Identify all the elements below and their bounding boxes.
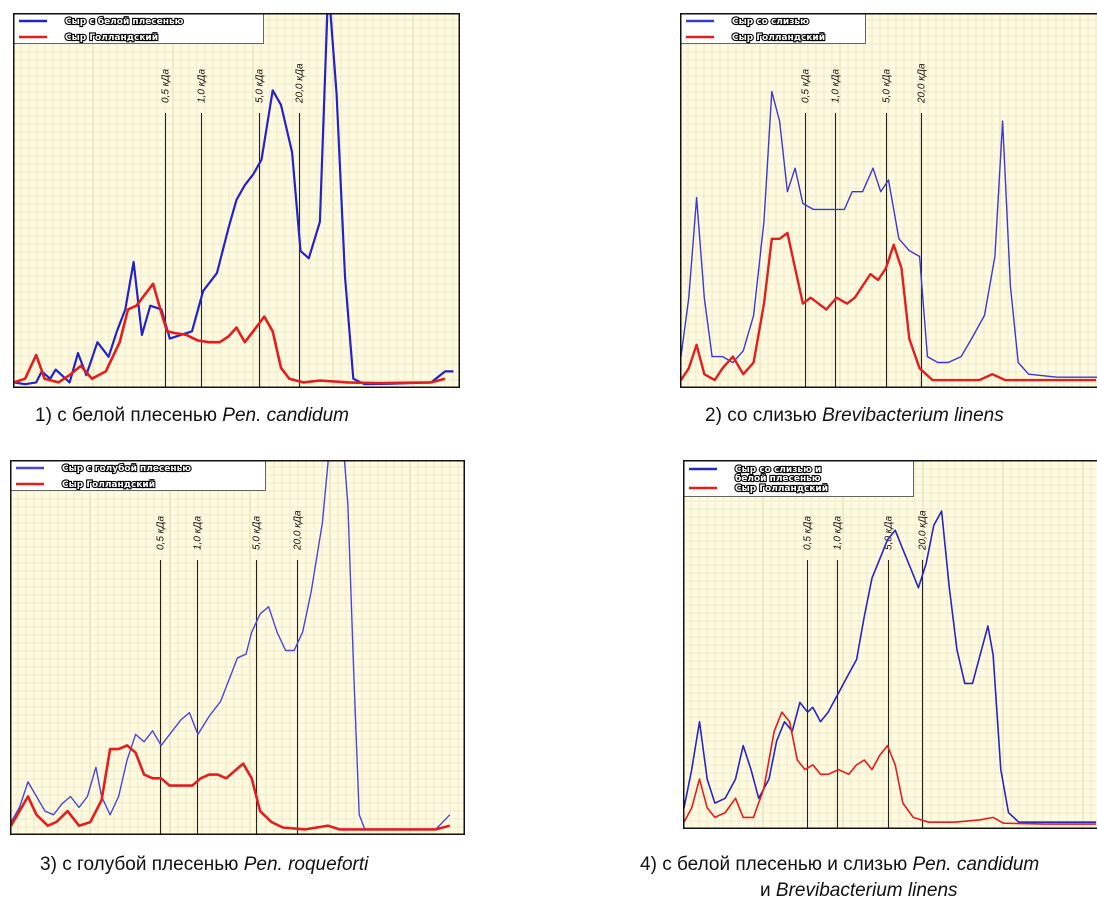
series-line-2 xyxy=(680,231,1096,382)
caption-4-text: 4) с белой плесенью и слизью xyxy=(640,854,908,875)
caption-4-line2-prefix: и xyxy=(760,880,771,901)
series-line-1 xyxy=(13,13,454,386)
chart-panel-4: 0,5 кДа 1,0 кДа 5,0 кДа 20,0 кДа Сыр со слиз… xyxy=(683,460,1097,829)
legend-label: Сыр Голландский xyxy=(65,33,158,43)
legend-label: Сыр с белой плесенью xyxy=(65,16,184,27)
caption-3-text: 3) с голубой плесенью xyxy=(40,854,239,875)
caption-2: 2) со слизью Brevibacterium linens xyxy=(705,405,1004,427)
marker-label: 20,0 кДа xyxy=(917,63,928,104)
marker-label: 1,0 кДа xyxy=(831,69,842,103)
caption-2-species: Brevibacterium linens xyxy=(822,405,1004,426)
series-line-2 xyxy=(683,711,1097,825)
plot-frame xyxy=(10,460,465,835)
caption-4-line2: и Brevibacterium linens xyxy=(760,880,958,902)
series-line-1 xyxy=(680,90,1097,379)
legend-label: Сыр со слизью и белой плесенью xyxy=(735,465,821,484)
chart-4: 0,5 кДа 1,0 кДа 5,0 кДа 20,0 кДа Сыр со слиз… xyxy=(683,460,1097,829)
marker-label: 0,5 кДа xyxy=(161,69,172,103)
legend-label-part: белой плесенью xyxy=(735,473,821,484)
legend-label-part: Сыр со слизью и xyxy=(735,465,821,475)
caption-4: 4) с белой плесенью и слизью Pen. candid… xyxy=(640,854,1039,876)
marker-label: 1,0 кДа xyxy=(197,69,208,103)
caption-4-species: Pen. candidum xyxy=(912,854,1040,875)
caption-1-species: Pen. candidum xyxy=(222,405,350,426)
marker-label: 5,0 кДа xyxy=(882,69,893,103)
marker-label: 20,0 кДа xyxy=(293,510,304,551)
plot-frame xyxy=(680,13,1097,388)
marker-label: 5,0 кДа xyxy=(252,516,263,550)
legend: Сыр с голубой плесенью Сыр Голландский xyxy=(10,460,266,491)
marker-label: 20,0 кДа xyxy=(918,510,929,551)
caption-4-line2-species: Brevibacterium linens xyxy=(775,880,958,901)
plot-frame xyxy=(13,13,460,388)
caption-1: 1) с белой плесенью Pen. candidum xyxy=(35,405,349,427)
series-line-1 xyxy=(10,460,451,831)
marker-label: 5,0 кДа xyxy=(884,516,895,550)
grid xyxy=(683,460,1097,829)
chart-3: 0,5 кДа 1,0 кДа 5,0 кДа 20,0 кДа Сыр с голуб… xyxy=(10,460,465,835)
chart-panel-2: 0,5 кДа 1,0 кДа 5,0 кДа 20,0 кДа Сыр со слиз… xyxy=(680,13,1097,388)
legend-label: Сыр с голубой плесенью xyxy=(62,463,191,474)
marker-label: 5,0 кДа xyxy=(255,69,266,103)
legend-label: Сыр Голландский xyxy=(732,33,825,43)
marker-label: 0,5 кДа xyxy=(801,69,812,103)
marker-label: 20,0 кДа xyxy=(295,63,306,104)
series-line-2 xyxy=(13,282,446,385)
plot-frame xyxy=(683,460,1097,829)
chart-2: 0,5 кДа 1,0 кДа 5,0 кДа 20,0 кДа Сыр со слиз… xyxy=(680,13,1097,388)
chart-panel-3: 0,5 кДа 1,0 кДа 5,0 кДа 20,0 кДа Сыр с голуб… xyxy=(10,460,465,835)
caption-3: 3) с голубой плесенью Pen. roqueforti xyxy=(40,854,368,876)
series-line-2 xyxy=(10,744,451,831)
marker-label: 0,5 кДа xyxy=(803,516,814,550)
legend-box xyxy=(13,13,264,44)
caption-2-text: 2) со слизью xyxy=(705,405,817,426)
caption-1-text: 1) с белой плесенью xyxy=(35,405,217,426)
caption-3-species: Pen. roqueforti xyxy=(243,854,369,875)
legend-label: Сыр Голландский xyxy=(735,484,828,494)
chart-panel-1: 0,5 кДа 1,0 кДа 5,0 кДа 20,0 кДа Сыр с белой… xyxy=(13,13,460,388)
legend-label: Сыр Голландский xyxy=(62,480,155,490)
legend: Сыр с белой плесенью Сыр Голландский xyxy=(13,13,264,44)
marker-label: 0,5 кДа xyxy=(156,516,167,550)
marker-label: 1,0 кДа xyxy=(193,516,204,550)
legend: Сыр со слизью Сыр Голландский xyxy=(680,13,866,44)
legend-label: Сыр со слизью xyxy=(732,17,809,27)
series-line-1 xyxy=(683,510,1097,823)
marker-label: 1,0 кДа xyxy=(833,516,844,550)
chart-1: 0,5 кДа 1,0 кДа 5,0 кДа 20,0 кДа Сыр с белой… xyxy=(13,13,460,388)
